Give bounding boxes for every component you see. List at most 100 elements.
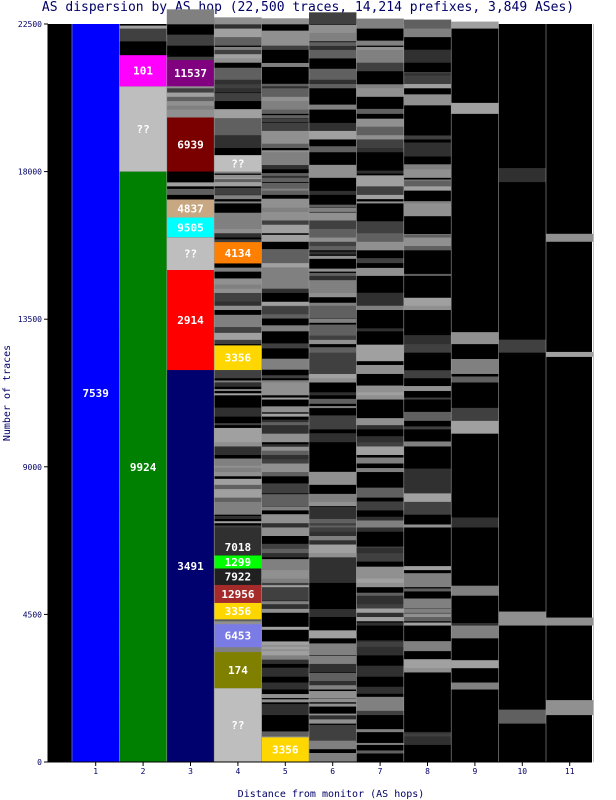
minor-as-band: [356, 686, 404, 694]
minor-as-band: [214, 109, 262, 119]
x-tick-label: 8: [425, 767, 430, 776]
minor-as-band: [166, 182, 215, 187]
minor-as-band: [261, 521, 309, 528]
minor-as-band: [261, 150, 309, 161]
minor-as-band: [166, 188, 215, 195]
segment-label-hop4-2: 6453: [225, 630, 252, 643]
minor-as-band: [214, 174, 262, 178]
minor-as-band: [261, 83, 309, 97]
minor-as-band: [451, 623, 499, 626]
minor-as-band: [403, 566, 452, 571]
minor-as-band: [214, 481, 262, 490]
segment-label-hop2-0: 9924: [130, 461, 157, 474]
minor-as-band: [403, 478, 452, 494]
minor-as-band: [356, 665, 404, 677]
minor-as-band: [214, 493, 262, 502]
minor-as-band: [214, 332, 262, 340]
minor-as-band: [498, 611, 546, 626]
x-tick-label: 10: [517, 767, 527, 776]
minor-as-band: [261, 99, 309, 110]
minor-as-band: [403, 297, 452, 306]
minor-as-band: [451, 660, 499, 669]
minor-as-band: [403, 234, 452, 238]
minor-as-band: [403, 73, 452, 76]
x-tick-label: 11: [565, 767, 575, 776]
minor-as-band: [356, 418, 404, 426]
minor-as-band: [261, 150, 309, 153]
minor-as-band: [356, 579, 404, 588]
segment-label-hop4-10: ??: [231, 157, 244, 170]
x-tick-label: 2: [141, 767, 146, 776]
minor-as-band: [403, 370, 452, 379]
minor-as-band: [261, 694, 309, 699]
segment-hop3-6: [166, 60, 215, 87]
labels-layer: 7539 9924?? 101 3491 2914?? 9505 4837 6939 11537…: [82, 65, 298, 757]
minor-as-band: [261, 644, 309, 647]
minor-as-band: [119, 25, 167, 29]
minor-as-band: [356, 201, 404, 204]
minor-as-band: [261, 422, 309, 426]
minor-as-band: [214, 488, 262, 494]
minor-as-band: [261, 139, 309, 148]
minor-as-band: [309, 164, 357, 178]
segment-hop4-4: [214, 584, 262, 603]
minor-as-band: [309, 703, 357, 707]
minor-as-band: [166, 9, 215, 25]
minor-as-band: [261, 358, 309, 370]
minor-as-band: [309, 274, 357, 281]
minor-as-band: [309, 471, 357, 485]
minor-as-band: [261, 105, 309, 114]
minor-as-band: [403, 608, 452, 613]
minor-as-band: [309, 324, 357, 336]
minor-as-band: [214, 618, 262, 626]
minor-as-band: [214, 179, 262, 183]
minor-as-band: [356, 108, 404, 114]
minor-as-band: [403, 94, 452, 106]
minor-as-band: [261, 115, 309, 119]
segment-hop4-0: [214, 688, 262, 762]
segment-hop4-1: [214, 652, 262, 689]
minor-as-band: [214, 368, 262, 379]
minor-as-band: [451, 102, 499, 114]
minor-as-band: [403, 245, 452, 251]
minor-as-band: [214, 427, 262, 438]
minor-as-band: [403, 201, 452, 204]
minor-as-band: [451, 407, 499, 421]
x-axis-label: Distance from monitor (AS hops): [238, 789, 425, 800]
minor-as-band: [356, 48, 404, 63]
segment-hop2-2: [119, 55, 167, 87]
minor-as-band: [403, 273, 452, 276]
segment-hop2-0: [119, 171, 167, 763]
minor-as-band: [214, 84, 262, 89]
segment-hop3-4: [166, 199, 215, 218]
minor-as-band: [356, 140, 404, 144]
segment-hop5-0: [261, 737, 309, 762]
minor-as-band: [309, 724, 357, 728]
minor-as-band: [356, 707, 404, 716]
minor-as-band: [309, 392, 357, 396]
segment-hop4-3: [214, 602, 262, 620]
x-tick-label: 3: [188, 767, 193, 776]
minor-as-band: [309, 691, 357, 699]
minor-as-band: [356, 696, 404, 711]
minor-as-band: [309, 255, 357, 259]
minor-as-band: [309, 655, 357, 664]
minor-as-band: [214, 223, 262, 229]
minor-as-band: [214, 407, 262, 417]
minor-as-band: [309, 568, 357, 583]
minor-as-band: [309, 398, 357, 404]
x-tick-label: 1: [93, 767, 98, 776]
minor-as-band: [261, 128, 309, 144]
minor-as-band: [261, 188, 309, 191]
minor-as-band: [261, 198, 309, 208]
minor-as-band: [403, 468, 452, 481]
segment-label-hop4-4: 12956: [221, 588, 254, 601]
minor-as-band: [166, 84, 215, 93]
minor-as-band: [356, 742, 404, 745]
minor-as-band: [403, 622, 452, 626]
minor-as-band: [261, 494, 309, 507]
minor-as-band: [261, 306, 309, 315]
minor-as-band: [261, 682, 309, 690]
minor-as-band: [356, 328, 404, 332]
minor-as-band: [498, 709, 546, 724]
